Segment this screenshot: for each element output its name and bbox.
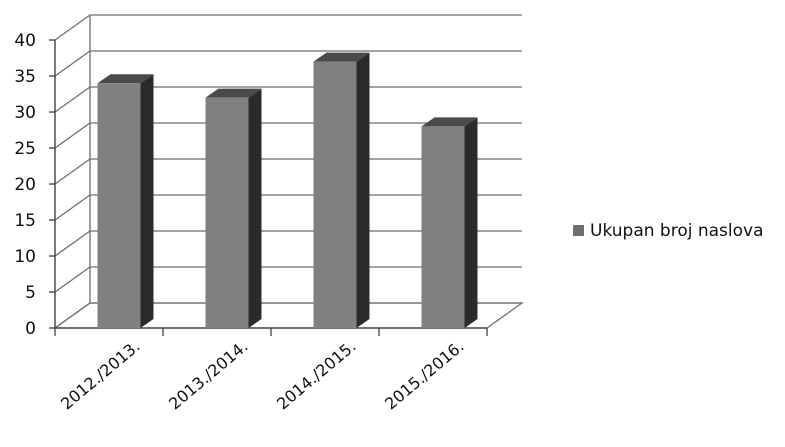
bar-front	[97, 83, 141, 328]
bar-side	[248, 88, 262, 328]
y-tick-label: 25	[14, 139, 36, 159]
y-tick-label: 30	[14, 103, 36, 123]
gridline-depth	[54, 266, 91, 293]
y-tick-label: 35	[14, 67, 36, 87]
x-category-label: 2015./2016.	[381, 337, 468, 414]
gridline-depth	[54, 230, 91, 257]
gridline-depth	[54, 122, 91, 149]
bar	[205, 88, 262, 328]
gridline-depth	[54, 50, 91, 77]
bar-front	[421, 126, 465, 329]
bar-top	[421, 117, 478, 127]
gridline-depth	[54, 158, 91, 185]
bar-side	[356, 52, 370, 328]
legend-label: Ukupan broj naslova	[590, 221, 764, 241]
legend-swatch	[573, 225, 584, 236]
y-tick-label: 10	[14, 247, 36, 267]
y-tick-label: 20	[14, 175, 36, 195]
bar	[97, 74, 154, 328]
bar-side	[464, 117, 478, 329]
bar-side	[140, 74, 154, 328]
bar-top	[97, 74, 154, 84]
bar	[421, 117, 478, 329]
bar-front	[205, 97, 249, 328]
gridline-depth	[54, 86, 91, 113]
bar-top	[205, 88, 262, 98]
bars	[97, 52, 478, 329]
y-axis-ticks: 0 5 10 15 20 25 30 35 40	[14, 31, 55, 339]
bar-front	[313, 61, 357, 328]
y-tick-label: 40	[14, 31, 36, 51]
gridline-depth	[54, 194, 91, 221]
x-category-label: 2014./2015.	[273, 337, 360, 414]
y-tick-label: 0	[25, 319, 36, 339]
bar-top	[313, 52, 370, 62]
bar	[313, 52, 370, 328]
grid-lines	[52, 14, 525, 329]
x-category-label: 2012./2013.	[57, 337, 144, 414]
y-tick-label: 15	[14, 211, 36, 231]
gridline-depth	[54, 14, 91, 41]
legend: Ukupan broj naslova	[573, 221, 764, 241]
x-axis-categories: 2012./2013. 2013./2014. 2014./2015. 2015./2…	[54, 328, 488, 414]
x-category-label: 2013./2014.	[165, 337, 252, 414]
y-tick-label: 5	[25, 283, 36, 303]
